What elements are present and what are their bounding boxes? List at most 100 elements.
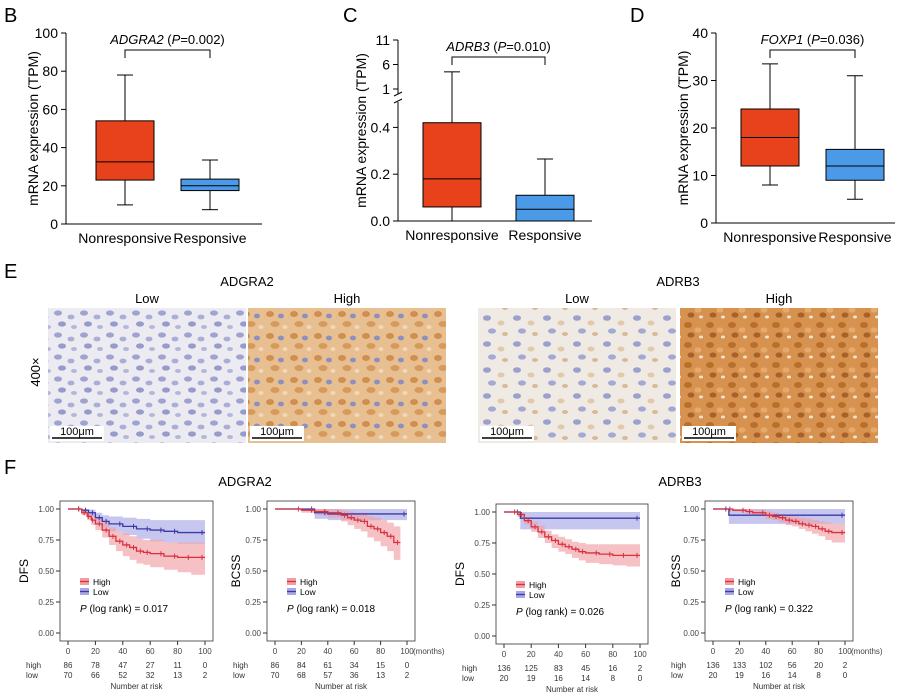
risk-value: 52 xyxy=(118,671,127,680)
risk-row-label-high: high xyxy=(462,664,477,673)
y-tick-label: 1.00 xyxy=(245,505,261,514)
box-responsive xyxy=(180,178,240,192)
risk-value: 66 xyxy=(91,671,100,680)
y-tick-label: 11 xyxy=(375,32,390,48)
risk-row-label-high: high xyxy=(671,661,686,670)
survival-curve-high xyxy=(504,511,640,557)
km-group-title-adgra2: ADGRA2 xyxy=(218,474,271,489)
y-tick-label: 10 xyxy=(692,168,708,184)
risk-value: 125 xyxy=(525,664,539,673)
y-tick-label: 20 xyxy=(692,120,708,136)
risk-row-label-low: low xyxy=(671,671,683,680)
risk-value: 19 xyxy=(735,671,744,680)
risk-value: 57 xyxy=(323,671,332,680)
risk-value: 70 xyxy=(64,671,73,680)
x-unit-label: (months) xyxy=(851,647,883,656)
y-tick-label: 0.25 xyxy=(683,598,699,607)
y-tick-label: 0.00 xyxy=(683,629,699,638)
ihc-group-title-adrb3: ADRB3 xyxy=(656,274,699,289)
risk-value: 34 xyxy=(350,661,359,670)
panel-label-b: B xyxy=(4,5,17,27)
risk-value: 0 xyxy=(843,671,848,680)
y-tick-label: 40 xyxy=(42,140,58,156)
risk-value: 0 xyxy=(638,674,643,683)
ihc-panel: ADGRA2 ADRB3 400× Low High Low High 100μ… xyxy=(28,274,878,443)
ci-band-high xyxy=(504,512,640,567)
risk-value: 32 xyxy=(146,671,155,680)
x-unit-label: (months) xyxy=(413,647,445,656)
risk-value: 20 xyxy=(500,674,509,683)
risk-value: 86 xyxy=(64,661,73,670)
risk-row-label-low: low xyxy=(233,671,245,680)
y-tick-label: 40 xyxy=(692,25,708,41)
risk-value: 47 xyxy=(118,661,127,670)
risk-value: 20 xyxy=(709,671,718,680)
box-nonresponsive xyxy=(422,122,482,208)
risk-value: 8 xyxy=(816,671,821,680)
risk-value: 13 xyxy=(376,671,385,680)
risk-value: 27 xyxy=(146,661,155,670)
risk-value: 8 xyxy=(611,674,616,683)
legend-label-high: High xyxy=(529,580,547,590)
risk-table-title: Number at risk xyxy=(110,682,163,691)
y-axis-label: DFS xyxy=(17,559,31,583)
significance-bracket xyxy=(124,49,211,58)
risk-value: 13 xyxy=(173,671,182,680)
x-tick-label: 20 xyxy=(735,647,744,656)
ihc-image-adgra2-high xyxy=(248,308,446,443)
y-tick-label: 1.00 xyxy=(474,508,490,517)
risk-value: 20 xyxy=(814,661,823,670)
x-tick-label: 100 xyxy=(838,647,852,656)
x-tick-label: 80 xyxy=(814,647,823,656)
logrank-p-value: P (log rank) = 0.017 xyxy=(80,604,169,615)
legend-label-low: Low xyxy=(93,587,109,597)
y-axis-label: BCSS xyxy=(669,555,683,588)
risk-value: 136 xyxy=(706,661,720,670)
legend-label-high: High xyxy=(738,577,756,587)
scalebar-label-1: 100μm xyxy=(60,426,94,438)
significance-label: ADRB3 (P=0.010) xyxy=(445,39,550,54)
risk-value: 16 xyxy=(554,674,563,683)
risk-table-title: Number at risk xyxy=(546,685,599,694)
risk-value: 19 xyxy=(527,674,536,683)
y-tick-label: 1 xyxy=(382,81,390,97)
significance-bracket xyxy=(769,49,856,58)
x-tick-label: 0 xyxy=(502,650,507,659)
risk-row-label-high: high xyxy=(26,661,41,670)
risk-value: 2 xyxy=(843,661,848,670)
x-tick-label: 40 xyxy=(554,650,563,659)
risk-value: 102 xyxy=(759,661,773,670)
risk-value: 70 xyxy=(271,671,280,680)
y-tick-label: 0.75 xyxy=(38,536,54,545)
ihc-label-low-1: Low xyxy=(135,291,159,306)
significance-bracket xyxy=(451,56,546,65)
scalebar-3: 100μm xyxy=(480,426,534,441)
risk-value: 14 xyxy=(581,674,590,683)
ihc-group-title-adgra2: ADGRA2 xyxy=(220,274,273,289)
y-tick-label: 0.00 xyxy=(474,632,490,641)
axis-break-mark xyxy=(393,91,403,97)
legend-label-low: Low xyxy=(300,587,316,597)
x-tick-label: 80 xyxy=(376,647,385,656)
legend-label-high: High xyxy=(93,577,111,587)
risk-value: 36 xyxy=(350,671,359,680)
y-tick-label: 1.00 xyxy=(683,505,699,514)
x-category-label: Responsive xyxy=(173,230,246,246)
risk-row-label-low: low xyxy=(26,671,38,680)
x-tick-label: 40 xyxy=(118,647,127,656)
x-category-label: Nonresponsive xyxy=(723,229,817,245)
plot-frame xyxy=(266,500,416,642)
box-responsive xyxy=(825,148,885,181)
scalebar-label-2: 100μm xyxy=(260,426,294,438)
y-tick-label: 0.0 xyxy=(371,213,391,229)
logrank-p-value: P (log rank) = 0.026 xyxy=(516,607,605,618)
x-tick-label: 60 xyxy=(350,647,359,656)
y-tick-label: 6 xyxy=(382,57,390,73)
scalebar-label-3: 100μm xyxy=(490,426,524,438)
x-tick-label: 100 xyxy=(198,647,212,656)
y-tick-label: 0.75 xyxy=(683,536,699,545)
axis-break-mark xyxy=(393,98,403,104)
risk-row-label-low: low xyxy=(462,674,474,683)
